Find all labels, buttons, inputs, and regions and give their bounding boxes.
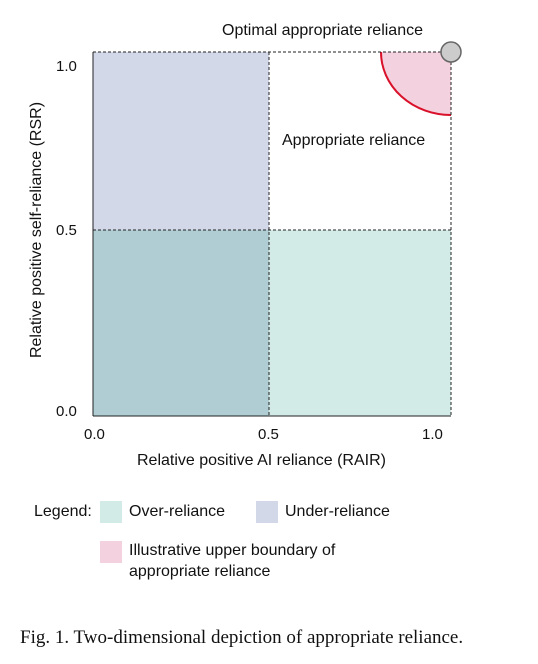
legend-title: Legend: — [34, 503, 92, 520]
legend-swatch-under-reliance — [256, 501, 278, 523]
optimal-label: Optimal appropriate reliance — [222, 22, 423, 39]
appropriate-boundary-stroke — [380, 51, 452, 116]
over-reliance-region — [269, 230, 451, 416]
figure-caption: Fig. 1. Two-dimensional depiction of app… — [20, 627, 464, 648]
reliance-diagram — [92, 41, 462, 417]
legend-label-boundary: Illustrative upper boundary of — [129, 542, 336, 559]
appropriate-boundary-arc — [381, 52, 451, 115]
appropriate-reliance-label: Appropriate reliance — [282, 132, 426, 149]
legend-label-boundary-line2: appropriate reliance — [129, 563, 271, 580]
under-reliance-region — [93, 52, 269, 230]
optimal-point — [440, 41, 462, 63]
overlap-region — [93, 230, 269, 416]
legend-label-under-reliance: Under-reliance — [285, 503, 390, 520]
legend-label-over-reliance: Over-reliance — [129, 503, 226, 520]
legend-swatch-over-reliance — [100, 501, 122, 523]
legend-swatch-boundary — [100, 541, 122, 563]
y-axis-label: Relative positive self-reliance (RSR) — [28, 101, 45, 359]
y-tick-0: 0.0 — [56, 403, 77, 420]
x-tick-0: 0.0 — [84, 426, 105, 443]
y-tick-1: 1.0 — [56, 58, 77, 75]
dashed-grid — [93, 51, 452, 416]
x-tick-1: 1.0 — [422, 426, 443, 443]
y-tick-0-5: 0.5 — [56, 222, 77, 239]
x-axis-label: Relative positive AI reliance (RAIR) — [137, 452, 386, 469]
x-tick-0-5: 0.5 — [258, 426, 279, 443]
